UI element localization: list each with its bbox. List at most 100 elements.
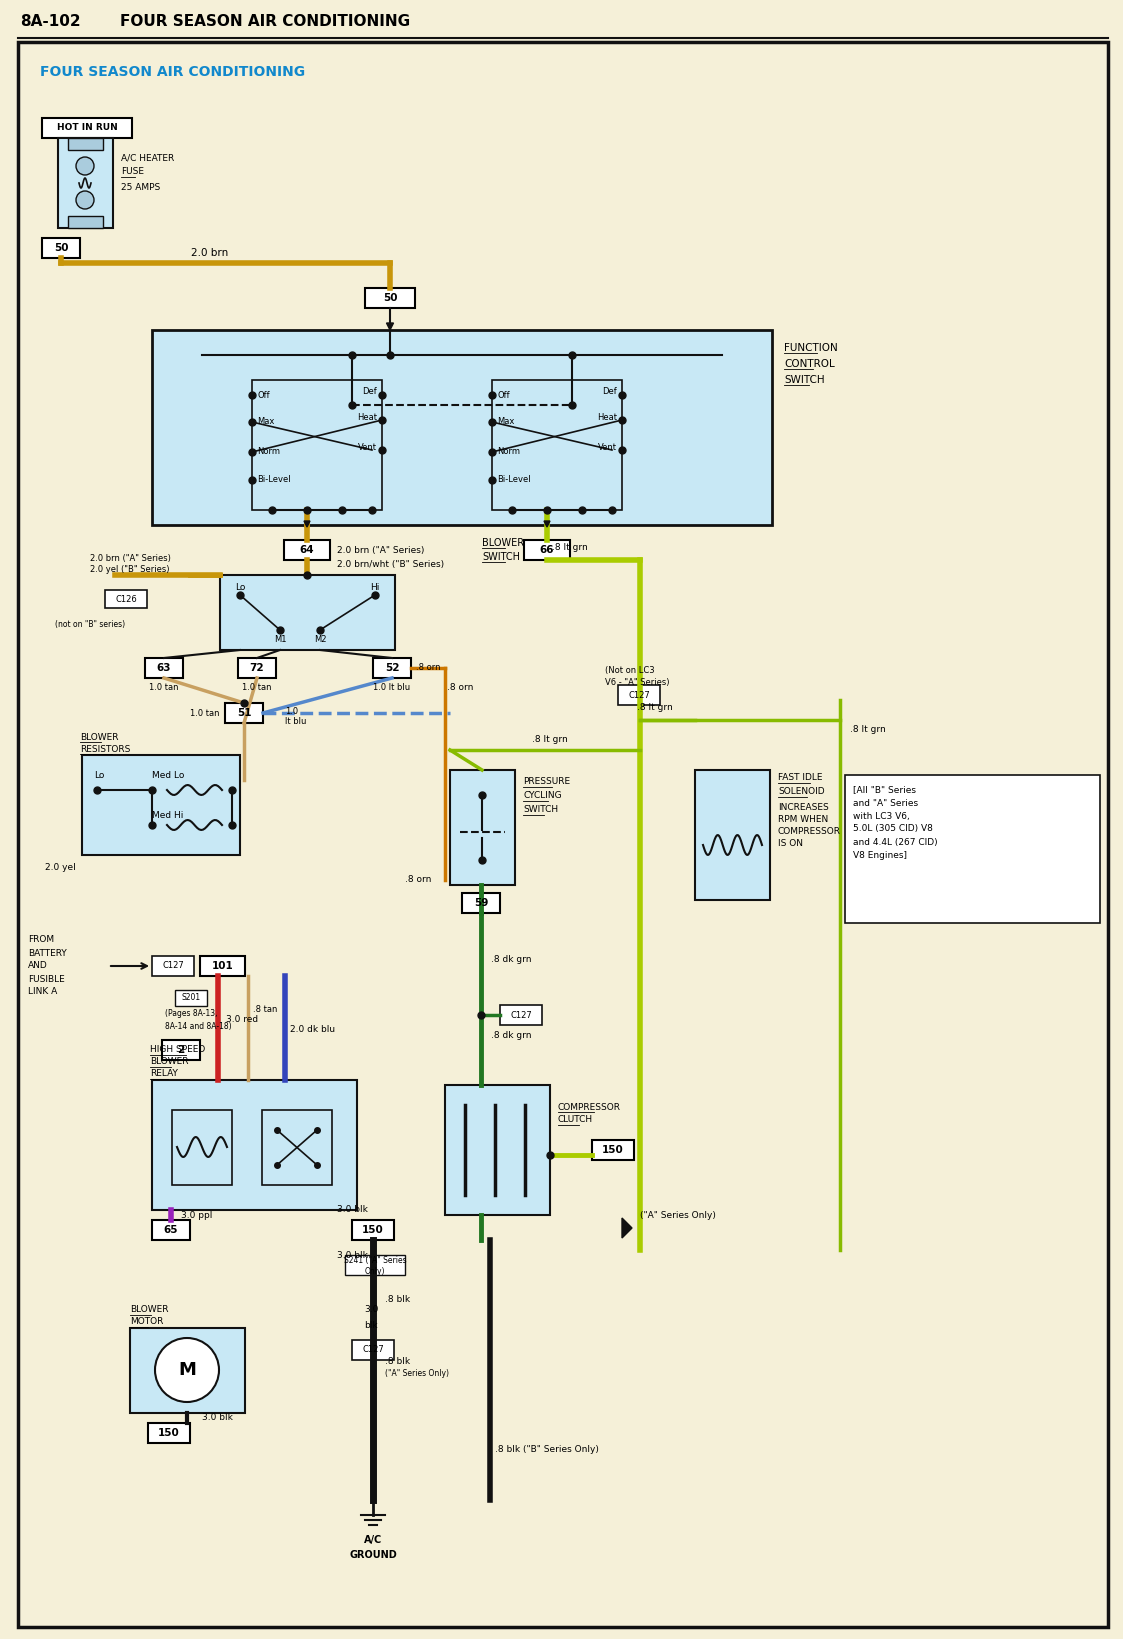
Bar bbox=[844, 775, 1101, 923]
Text: S241 ("A" Series: S241 ("A" Series bbox=[344, 1255, 407, 1265]
Text: 3.0 blk: 3.0 blk bbox=[337, 1251, 368, 1259]
Text: Norm: Norm bbox=[257, 447, 280, 457]
Text: 2.0 brn: 2.0 brn bbox=[191, 247, 229, 257]
Text: 1.0: 1.0 bbox=[285, 706, 298, 716]
Bar bbox=[200, 956, 245, 975]
Text: .8 orn: .8 orn bbox=[404, 875, 431, 885]
Text: .8 dk grn: .8 dk grn bbox=[491, 1031, 531, 1039]
Text: FUSIBLE: FUSIBLE bbox=[28, 975, 65, 983]
Text: C126: C126 bbox=[116, 595, 137, 605]
Bar bbox=[450, 770, 515, 885]
Text: (Pages 8A-13,: (Pages 8A-13, bbox=[165, 1010, 218, 1018]
Text: Lo: Lo bbox=[235, 582, 245, 592]
Text: .8 lt grn: .8 lt grn bbox=[553, 543, 587, 551]
Text: BLOWER: BLOWER bbox=[482, 538, 524, 547]
Text: RELAY: RELAY bbox=[150, 1070, 177, 1078]
Text: Max: Max bbox=[257, 418, 274, 426]
Bar bbox=[373, 657, 411, 679]
Text: 2.0 brn ("A" Series): 2.0 brn ("A" Series) bbox=[337, 546, 424, 554]
Text: .8 lt grn: .8 lt grn bbox=[637, 703, 673, 713]
Text: FAST IDLE: FAST IDLE bbox=[778, 774, 822, 782]
Text: Lo: Lo bbox=[94, 770, 104, 780]
Bar bbox=[492, 380, 622, 510]
Text: A/C: A/C bbox=[364, 1536, 382, 1546]
Text: 3.0: 3.0 bbox=[364, 1306, 378, 1314]
Text: [All "B" Series: [All "B" Series bbox=[853, 785, 916, 795]
Bar bbox=[82, 756, 240, 856]
Text: FOUR SEASON AIR CONDITIONING: FOUR SEASON AIR CONDITIONING bbox=[120, 15, 410, 30]
Text: 150: 150 bbox=[602, 1146, 624, 1155]
Text: 64: 64 bbox=[300, 546, 314, 556]
Text: 50: 50 bbox=[54, 243, 69, 252]
Text: Def: Def bbox=[363, 387, 377, 397]
Text: COMPRESSOR: COMPRESSOR bbox=[558, 1103, 621, 1111]
Text: 3.0 blk: 3.0 blk bbox=[201, 1413, 232, 1423]
Text: 8A-102: 8A-102 bbox=[20, 15, 81, 30]
Text: C127: C127 bbox=[162, 962, 184, 970]
Text: .8 blk ("B" Series Only): .8 blk ("B" Series Only) bbox=[495, 1446, 599, 1454]
Polygon shape bbox=[544, 521, 550, 528]
Text: 3.0 ppl: 3.0 ppl bbox=[181, 1211, 212, 1219]
Text: 2.0 brn ("A" Series): 2.0 brn ("A" Series) bbox=[90, 554, 171, 562]
Text: PRESSURE: PRESSURE bbox=[523, 777, 570, 787]
Text: FROM: FROM bbox=[28, 936, 54, 944]
Text: BATTERY: BATTERY bbox=[28, 949, 66, 957]
Text: 2.0 yel ("B" Series): 2.0 yel ("B" Series) bbox=[90, 565, 170, 575]
Bar bbox=[162, 1041, 200, 1060]
Text: BLOWER: BLOWER bbox=[150, 1057, 189, 1067]
Text: V6 - "A" Series): V6 - "A" Series) bbox=[605, 677, 669, 687]
Text: CONTROL: CONTROL bbox=[784, 359, 834, 369]
Text: 72: 72 bbox=[249, 664, 264, 674]
Text: Max: Max bbox=[497, 418, 514, 426]
Text: Heat: Heat bbox=[597, 413, 617, 421]
Text: S201: S201 bbox=[182, 993, 201, 1003]
Text: FOUR SEASON AIR CONDITIONING: FOUR SEASON AIR CONDITIONING bbox=[40, 66, 305, 79]
Text: BLOWER: BLOWER bbox=[80, 733, 119, 741]
Text: Hi: Hi bbox=[371, 582, 380, 592]
Text: 65: 65 bbox=[164, 1224, 179, 1236]
Bar bbox=[148, 1423, 190, 1442]
Text: CLUTCH: CLUTCH bbox=[558, 1116, 593, 1124]
Text: M2: M2 bbox=[313, 636, 327, 644]
Text: 150: 150 bbox=[158, 1428, 180, 1437]
Text: Bi-Level: Bi-Level bbox=[257, 475, 291, 485]
Bar bbox=[152, 1080, 357, 1210]
Text: 52: 52 bbox=[385, 664, 400, 674]
Text: BLOWER: BLOWER bbox=[130, 1306, 168, 1314]
Text: (not on "B" series): (not on "B" series) bbox=[55, 621, 125, 629]
Text: Vent: Vent bbox=[358, 443, 377, 451]
Circle shape bbox=[155, 1337, 219, 1401]
Text: LINK A: LINK A bbox=[28, 988, 57, 997]
Circle shape bbox=[76, 192, 94, 210]
Text: with LC3 V6,: with LC3 V6, bbox=[853, 811, 910, 821]
Text: Bi-Level: Bi-Level bbox=[497, 475, 531, 485]
Bar bbox=[262, 1110, 332, 1185]
Text: RESISTORS: RESISTORS bbox=[80, 744, 130, 754]
Text: 1.0 tan: 1.0 tan bbox=[243, 683, 272, 693]
Text: SWITCH: SWITCH bbox=[482, 552, 520, 562]
Bar bbox=[69, 138, 103, 151]
Text: AND: AND bbox=[28, 962, 48, 970]
Text: Norm: Norm bbox=[497, 447, 520, 457]
Bar bbox=[284, 539, 330, 561]
Text: COMPRESSOR: COMPRESSOR bbox=[778, 828, 841, 836]
Bar bbox=[345, 1255, 405, 1275]
Text: 101: 101 bbox=[211, 960, 234, 970]
Text: FUSE: FUSE bbox=[121, 167, 144, 177]
Text: Def: Def bbox=[602, 387, 617, 397]
Text: C127: C127 bbox=[362, 1346, 384, 1354]
Bar bbox=[152, 1219, 190, 1241]
Bar bbox=[58, 138, 113, 228]
Bar bbox=[69, 216, 103, 228]
Text: Only): Only) bbox=[365, 1267, 385, 1277]
Text: 51: 51 bbox=[237, 708, 252, 718]
Text: A/C HEATER: A/C HEATER bbox=[121, 154, 174, 162]
Text: .8 blk: .8 blk bbox=[385, 1295, 410, 1305]
Text: Med Lo: Med Lo bbox=[152, 770, 184, 780]
Text: RPM WHEN: RPM WHEN bbox=[778, 816, 829, 824]
Text: ("A" Series Only): ("A" Series Only) bbox=[640, 1211, 715, 1219]
Text: Heat: Heat bbox=[357, 413, 377, 421]
Bar bbox=[172, 1110, 232, 1185]
Text: IS ON: IS ON bbox=[778, 839, 803, 849]
Bar bbox=[152, 329, 772, 524]
